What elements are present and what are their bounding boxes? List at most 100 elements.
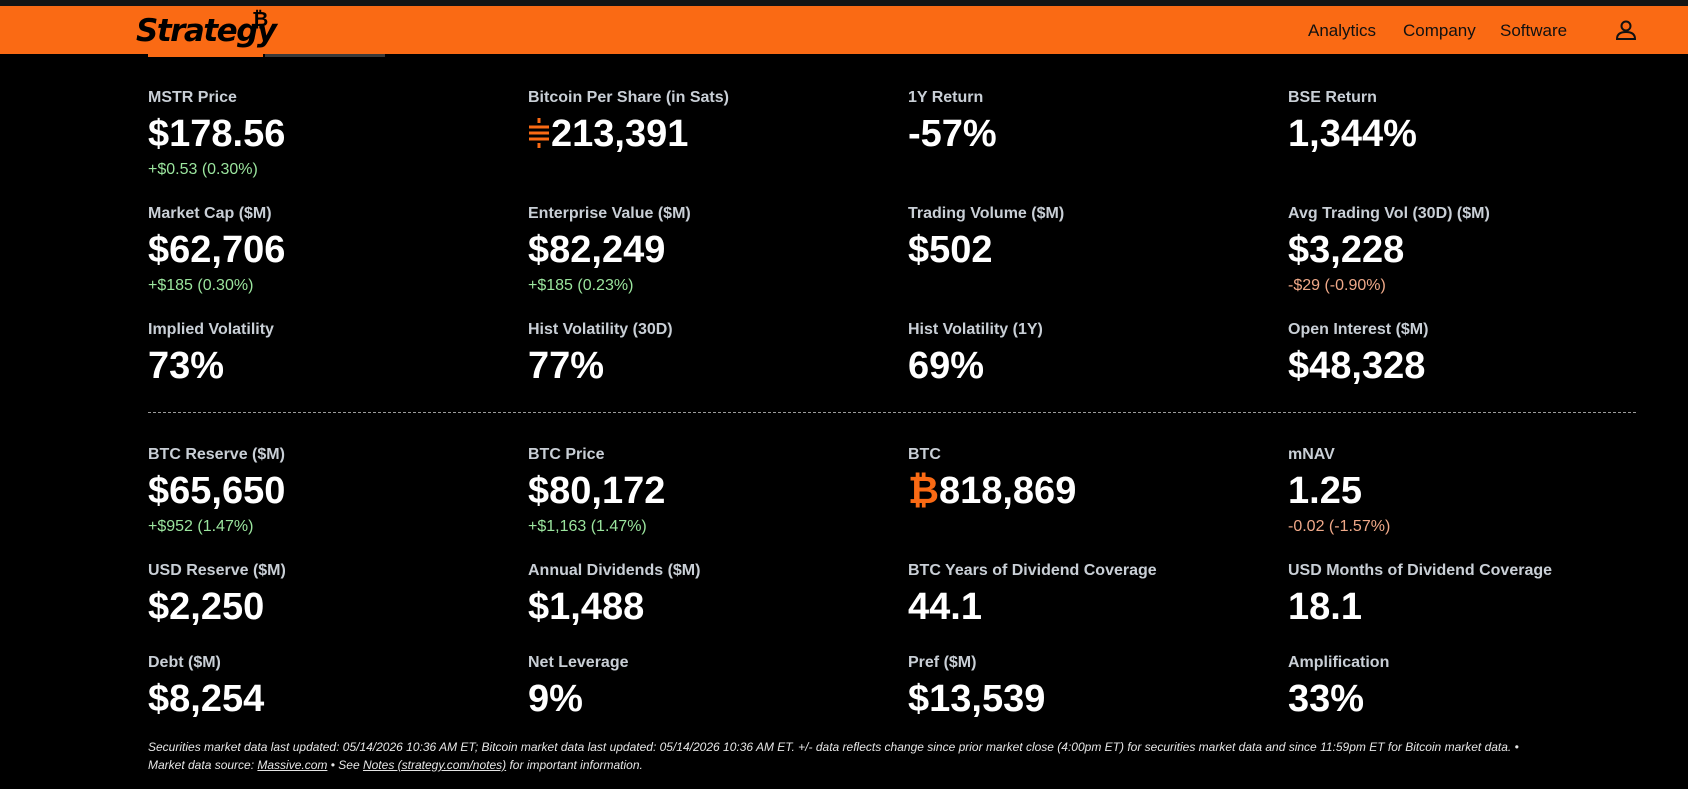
metric-value: $65,650 (148, 470, 286, 512)
metric-value: 818,869 (938, 470, 1077, 512)
metric-label: USD Reserve ($M) (148, 562, 286, 579)
metric-btc-price: BTC Price $80,172 +$1,163 (1.47%) (528, 445, 888, 537)
metric-label: 1Y Return (908, 89, 984, 106)
metric-hist-volatility-30d: Hist Volatility (30D) 77% (528, 320, 888, 388)
metric-net-leverage: Net Leverage 9% (528, 653, 888, 721)
metric-value: 18.1 (1288, 586, 1362, 628)
metric-value-row: -57% (908, 112, 1268, 156)
metric-value-row: 213,391 (528, 112, 888, 156)
metric-value: $48,328 (1288, 345, 1426, 387)
metric-value-row: $8,254 (148, 677, 508, 721)
metric-market-cap-m: Market Cap ($M) $62,706 +$185 (0.30%) (148, 204, 508, 296)
metric-label: BTC Reserve ($M) (148, 446, 285, 463)
metric-label: Pref ($M) (908, 654, 977, 671)
metric-label: MSTR Price (148, 89, 237, 106)
tab-indicator (265, 54, 385, 57)
notes-link[interactable]: Notes (strategy.com/notes) (362, 758, 507, 772)
footnote-line-1: Securities market data last updated: 05/… (148, 740, 1519, 754)
metric-label: Open Interest ($M) (1288, 321, 1429, 338)
metric-value-row: 1.25 (1288, 469, 1648, 513)
metric-change: +$952 (1.47%) (148, 518, 254, 535)
metric-value-row: $65,650 (148, 469, 508, 513)
notes-suffix: for important information. (506, 758, 643, 772)
metric-value: $502 (908, 229, 993, 271)
metric-value-row: $80,172 (528, 469, 888, 513)
metric-value-row: $178.56 (148, 112, 508, 156)
metric-label: Avg Trading Vol (30D) ($M) (1288, 205, 1490, 222)
active-tab-indicator (148, 54, 263, 57)
metric-label: Annual Dividends ($M) (528, 562, 701, 579)
metric-value-row: 1,344% (1288, 112, 1648, 156)
metric-change: -$29 (-0.90%) (1288, 277, 1386, 294)
metric-value-row: 73% (148, 344, 508, 388)
metric-value-row: $1,488 (528, 585, 888, 629)
nav-company[interactable]: Company (1403, 21, 1476, 40)
metric-label: BTC Price (528, 446, 605, 463)
footnote: Securities market data last updated: 05/… (148, 738, 1648, 774)
metric-value: $3,228 (1288, 229, 1405, 271)
metric-1y-return: 1Y Return -57% (908, 88, 1268, 156)
metric-value: 9% (528, 678, 583, 720)
metric-enterprise-value-m: Enterprise Value ($M) $82,249 +$185 (0.23%… (528, 204, 888, 296)
metric-label: USD Months of Dividend Coverage (1288, 562, 1553, 579)
metric-label: Hist Volatility (30D) (528, 321, 673, 338)
metric-debt-m: Debt ($M) $8,254 (148, 653, 508, 721)
metric-hist-volatility-1y: Hist Volatility (1Y) 69% (908, 320, 1268, 388)
massive-link[interactable]: Massive.com (257, 758, 328, 772)
metric-label: Hist Volatility (1Y) (908, 321, 1043, 338)
metric-implied-volatility: Implied Volatility 73% (148, 320, 508, 388)
metric-value-row: $48,328 (1288, 344, 1648, 388)
metric-label: mNAV (1288, 446, 1335, 463)
metric-value-row: $13,539 (908, 677, 1268, 721)
metric-value: 77% (528, 345, 605, 387)
metric-trading-volume-m: Trading Volume ($M) $502 (908, 204, 1268, 272)
metric-value: $62,706 (148, 229, 286, 271)
metric-value: $80,172 (528, 470, 666, 512)
metric-value-row: 9% (528, 677, 888, 721)
metric-value-row: $3,228 (1288, 228, 1648, 272)
metric-avg-trading-vol-30d-m: Avg Trading Vol (30D) ($M) $3,228 -$29 (-0… (1288, 204, 1648, 296)
metric-value-row: 44.1 (908, 585, 1268, 629)
metric-value: $82,249 (528, 229, 666, 271)
metric-label: BTC (908, 446, 941, 463)
metric-label: Debt ($M) (148, 654, 221, 671)
metric-value-row: $62,706 (148, 228, 508, 272)
metric-value-row: 33% (1288, 677, 1648, 721)
metric-label: Amplification (1288, 654, 1390, 671)
metric-value: 33% (1288, 678, 1365, 720)
metric-value: $1,488 (528, 586, 645, 628)
metric-value-row: 18.1 (1288, 585, 1648, 629)
metric-label: Enterprise Value ($M) (528, 205, 691, 222)
metric-change: +$1,163 (1.47%) (528, 518, 647, 535)
metric-value: 1,344% (1288, 113, 1417, 155)
nav-analytics[interactable]: Analytics (1308, 21, 1377, 40)
metric-label: BSE Return (1288, 89, 1377, 106)
bitcoin-logo-mark: ₿ (252, 9, 269, 31)
metric-value: 73% (148, 345, 225, 387)
metric-value-row: 69% (908, 344, 1268, 388)
metric-value-row: 77% (528, 344, 888, 388)
strategy-logo[interactable]: Strategy (136, 13, 277, 49)
notes-sep: • See (327, 758, 363, 772)
metric-label: Market Cap ($M) (148, 205, 272, 222)
user-icon[interactable] (1615, 19, 1637, 41)
metric-label: Net Leverage (528, 654, 629, 671)
metric-amplification: Amplification 33% (1288, 653, 1648, 721)
metric-value: $2,250 (148, 586, 265, 628)
metric-value-row: $2,250 (148, 585, 508, 629)
metric-label: Implied Volatility (148, 321, 274, 338)
metric-value: $13,539 (908, 678, 1046, 720)
source-prefix: Market data source: (148, 758, 258, 772)
metric-value: $8,254 (148, 678, 265, 720)
metric-pref-m: Pref ($M) $13,539 (908, 653, 1268, 721)
metric-btc: BTC ₿818,869 (908, 445, 1268, 513)
section-divider (148, 412, 1636, 413)
metric-value-row: ₿818,869 (908, 469, 1268, 513)
footnote-line-2: Market data source: Massive.com • See No… (148, 756, 1648, 774)
metric-mstr-price: MSTR Price $178.56 +$0.53 (0.30%) (148, 88, 508, 180)
metric-value: $178.56 (148, 113, 286, 155)
metric-annual-dividends-m: Annual Dividends ($M) $1,488 (528, 561, 888, 629)
metric-value: 213,391 (551, 113, 689, 155)
metric-label: Trading Volume ($M) (908, 205, 1065, 222)
nav-software[interactable]: Software (1500, 21, 1568, 40)
